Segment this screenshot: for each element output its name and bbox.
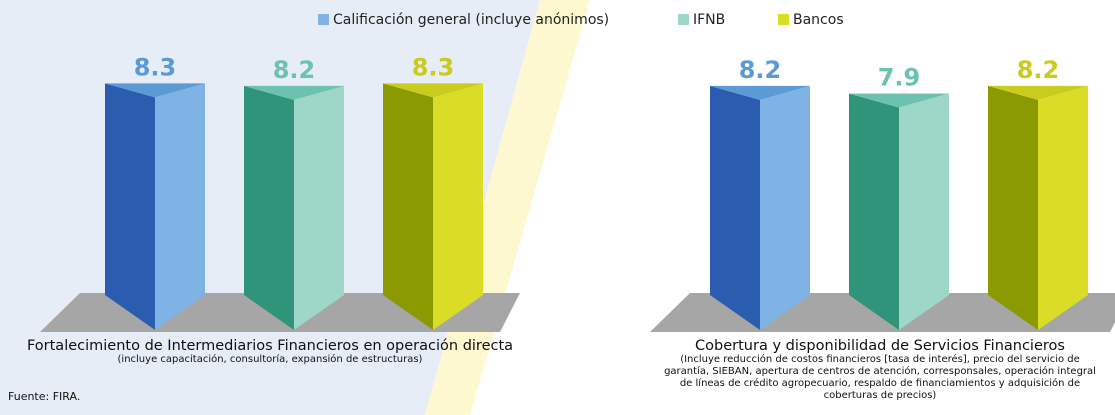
bar-face (710, 85, 760, 331)
value-label: 8.2 (273, 56, 316, 84)
bar-face (294, 85, 344, 331)
legend-swatch (778, 14, 789, 25)
legend-label: Calificación general (incluye anónimos) (333, 12, 609, 28)
value-label: 8.3 (412, 53, 455, 81)
bar-face (155, 83, 205, 330)
bar-top (710, 85, 810, 100)
value-label: 8.2 (1017, 56, 1060, 84)
category-caption: Cobertura y disponibilidad de Servicios … (630, 338, 1115, 402)
bar-face (244, 85, 294, 331)
bar-face (383, 83, 433, 330)
category-caption: Fortalecimiento de Intermediarios Financ… (20, 338, 520, 366)
category-label: Fortalecimiento de Intermediarios Financ… (26, 338, 514, 354)
bar-top (105, 83, 205, 98)
source: Fuente: FIRA. (8, 390, 81, 403)
category-label: Cobertura y disponibilidad de Servicios … (695, 338, 1065, 354)
legend-label: Bancos (793, 12, 844, 28)
bar-face (849, 93, 899, 330)
bar-top (988, 85, 1088, 100)
bar-top (383, 83, 483, 98)
value-label: 8.3 (134, 53, 177, 81)
bar-face (988, 85, 1038, 331)
legend-swatch (678, 14, 689, 25)
bar-face (760, 85, 810, 331)
bar-top (244, 85, 344, 100)
bar-face (1038, 85, 1088, 331)
category-note: (Incluye reducción de costos financieros… (664, 354, 1096, 401)
bar-face (899, 93, 949, 330)
value-label: 8.2 (739, 56, 782, 84)
category-note: (incluye capacitación, consultoría, expa… (117, 354, 423, 365)
legend-label: IFNB (693, 12, 725, 28)
legend-swatch (318, 14, 329, 25)
value-label: 7.9 (878, 64, 921, 92)
bar-face (433, 83, 483, 330)
bar-top (849, 93, 949, 108)
bar-face (105, 83, 155, 330)
